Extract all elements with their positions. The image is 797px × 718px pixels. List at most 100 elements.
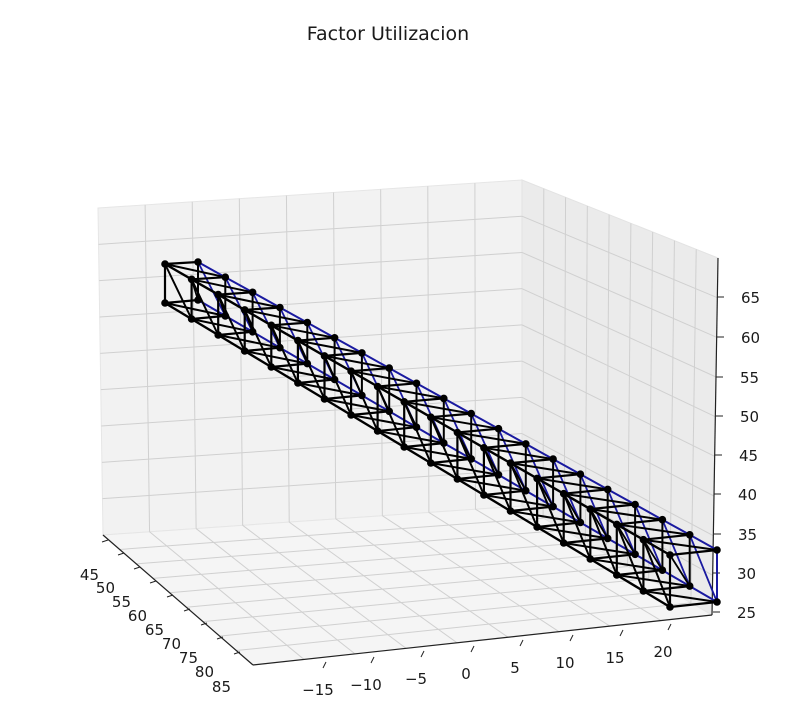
truss-node bbox=[221, 312, 230, 320]
truss-node bbox=[549, 455, 557, 463]
diagonal-member-top bbox=[615, 523, 691, 536]
grid-line bbox=[690, 249, 697, 603]
chord-member-far-top bbox=[333, 336, 363, 354]
diagonal-member-front bbox=[615, 523, 645, 592]
truss-node bbox=[400, 443, 409, 451]
z-tick-label: 65 bbox=[741, 289, 760, 307]
y-tick-label: 45 bbox=[80, 566, 99, 584]
truss-node bbox=[713, 598, 721, 606]
truss-node bbox=[467, 409, 476, 418]
chord-member-bottom bbox=[296, 381, 326, 401]
grid-line bbox=[202, 578, 649, 623]
truss-node bbox=[303, 318, 312, 327]
truss-node bbox=[194, 258, 202, 266]
chord-member-far-bottom bbox=[360, 394, 391, 413]
chord-member-far-top bbox=[442, 397, 473, 415]
transverse-member-top bbox=[403, 397, 445, 403]
x-tick-mark bbox=[569, 634, 574, 642]
grid-line bbox=[382, 515, 560, 633]
grid-line bbox=[99, 288, 523, 318]
grid-line bbox=[238, 198, 244, 526]
diagonal-member-front bbox=[164, 263, 193, 320]
grid-line bbox=[474, 183, 476, 510]
transverse-member-top bbox=[190, 276, 227, 281]
truss-node bbox=[276, 343, 284, 352]
truss-node bbox=[713, 546, 721, 554]
chord-member-bottom bbox=[642, 589, 672, 609]
transverse-member-top bbox=[429, 412, 473, 419]
x-tick-mark bbox=[619, 629, 624, 637]
diagonal-member-bottom bbox=[164, 302, 227, 317]
truss-node bbox=[666, 603, 674, 611]
chord-member-bottom bbox=[509, 509, 539, 529]
diagonal-member-front bbox=[509, 462, 539, 528]
chord-member-far-top bbox=[688, 533, 718, 551]
truss-node bbox=[467, 455, 476, 463]
transverse-member-top bbox=[668, 548, 719, 557]
z-tick-label: 55 bbox=[740, 369, 759, 387]
truss-node bbox=[427, 459, 435, 467]
chord-member-far-bottom bbox=[579, 521, 609, 540]
chord-member-top bbox=[349, 370, 379, 388]
axis-lines bbox=[102, 257, 719, 666]
transverse-member-bottom bbox=[429, 457, 473, 465]
grid-line bbox=[191, 201, 197, 529]
diagonal-member-cross bbox=[642, 538, 664, 572]
truss-node bbox=[347, 411, 355, 419]
truss-node bbox=[373, 427, 382, 435]
chord-member-top bbox=[323, 354, 353, 373]
transverse-member-top bbox=[509, 458, 555, 465]
transverse-member-top bbox=[589, 503, 637, 511]
chart-title: Factor Utilizacion bbox=[307, 23, 469, 45]
truss-node bbox=[440, 439, 448, 447]
truss-node bbox=[522, 486, 530, 495]
chord-member-top bbox=[642, 538, 672, 557]
diagonal-member-far bbox=[524, 442, 554, 508]
chord-member-far-top bbox=[224, 276, 254, 294]
transverse-member-bottom bbox=[589, 553, 637, 561]
diagonal-member-top bbox=[190, 278, 254, 294]
grid-line bbox=[542, 188, 545, 519]
transverse-member-bottom bbox=[562, 537, 609, 545]
y-tick-mark bbox=[101, 539, 109, 543]
y-tick-label: 65 bbox=[145, 621, 164, 639]
truss-node bbox=[586, 505, 595, 513]
truss-node bbox=[506, 507, 515, 515]
x-tick-mark bbox=[667, 623, 672, 631]
diagonal-member-front bbox=[323, 354, 353, 416]
diagonal-member-top bbox=[164, 263, 227, 279]
diagonal-member-far bbox=[197, 261, 227, 317]
diagonal-member-top bbox=[456, 431, 527, 445]
truss-node bbox=[666, 551, 674, 559]
truss-node bbox=[494, 424, 503, 433]
x-axis-ticks: −15 −10 −5 0 5 10 15 20 bbox=[302, 623, 673, 699]
chord-member-bottom bbox=[243, 349, 273, 369]
chord-member-bottom bbox=[216, 333, 246, 353]
chord-member-far-top bbox=[415, 382, 445, 400]
grid-line bbox=[521, 324, 716, 418]
diagonal-member-top bbox=[296, 339, 363, 354]
diagonal-member-top bbox=[482, 446, 555, 461]
transverse-member-bottom bbox=[403, 442, 445, 449]
diagonal-member-front bbox=[429, 416, 459, 480]
diagonal-member-far bbox=[224, 276, 254, 333]
chord-member-far-top bbox=[497, 427, 527, 445]
grid-line bbox=[288, 521, 458, 644]
x-tick-label: 5 bbox=[510, 659, 520, 677]
grid-line bbox=[219, 590, 670, 637]
chord-member-top bbox=[243, 308, 273, 327]
diagonal-member-bottom bbox=[190, 318, 254, 333]
truss-node bbox=[330, 334, 339, 342]
truss-node bbox=[276, 303, 284, 312]
z-tick-label: 30 bbox=[737, 565, 756, 583]
diagonal-member-bottom bbox=[376, 430, 445, 445]
transverse-member-top bbox=[350, 367, 391, 373]
chord-member-far-bottom bbox=[688, 585, 718, 603]
diagonal-member-front bbox=[350, 370, 379, 432]
truss-node bbox=[214, 290, 222, 299]
z-tick-label: 60 bbox=[741, 329, 760, 347]
truss-node bbox=[533, 523, 541, 531]
transverse-member-bottom bbox=[668, 600, 719, 609]
grid-line bbox=[521, 433, 714, 537]
